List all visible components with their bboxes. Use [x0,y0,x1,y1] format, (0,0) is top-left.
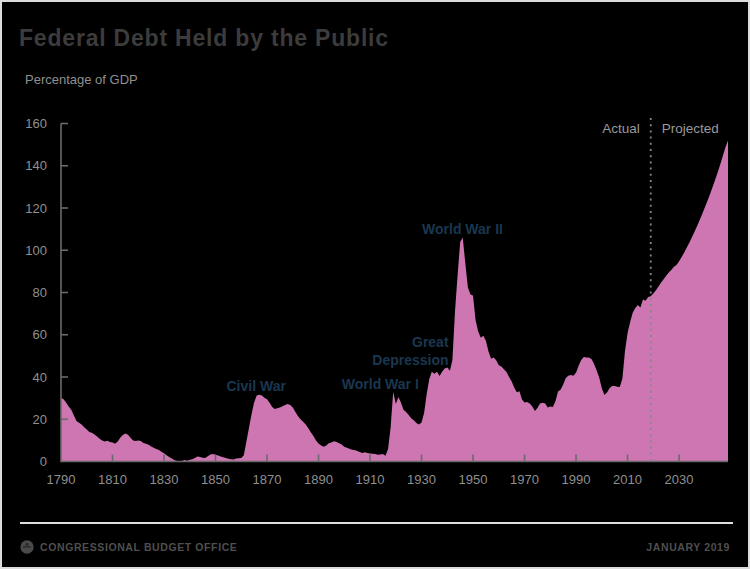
y-tick-label: 20 [33,412,47,427]
x-tick-label: 1990 [562,472,591,487]
annotation-great: Great [412,334,449,350]
annotation-world-war-ii: World War II [422,221,503,237]
x-tick-label: 2010 [613,472,642,487]
y-tick-label: 100 [25,243,47,258]
annotation-depression: Depression [372,352,448,368]
footer-divider [20,522,733,524]
y-tick-label: 80 [33,285,47,300]
x-tick-labels: 1790 1810 1830 1850 1870 1890 1910 1930 1950 1970… [47,472,694,487]
y-tick-label: 0 [40,454,47,469]
x-tick-label: 1850 [201,472,230,487]
y-tick-label: 60 [33,327,47,342]
y-tick-label: 120 [25,201,47,216]
debt-area-chart: 0 20 40 60 80 100 120 140 160 1790 1810 1830 1850 187… [0,0,750,520]
x-tick-label: 1970 [510,472,539,487]
projected-label: Projected [662,121,719,136]
x-tick-label: 1810 [98,472,127,487]
annotation-world-war-i: World War I [342,376,419,392]
x-tick-label: 1830 [150,472,179,487]
y-tick-label: 40 [33,370,47,385]
actual-label: Actual [602,121,640,136]
debt-area-series [61,140,728,461]
x-tick-label: 1930 [407,472,436,487]
x-tick-label: 1890 [304,472,333,487]
y-tick-label: 140 [25,158,47,173]
footer-date-label: JANUARY 2019 [646,541,730,553]
annotation-civil-war: Civil War [227,378,287,394]
x-tick-label: 1950 [459,472,488,487]
y-tick-label: 160 [25,116,47,131]
x-tick-label: 1910 [356,472,385,487]
footer-org-label: CONGRESSIONAL BUDGET OFFICE [40,541,237,553]
y-tick-labels: 0 20 40 60 80 100 120 140 160 [25,116,47,469]
x-tick-label: 1870 [253,472,282,487]
x-tick-label: 2030 [665,472,694,487]
x-tick-label: 1790 [47,472,76,487]
footer: CONGRESSIONAL BUDGET OFFICE JANUARY 2019 [0,538,750,558]
